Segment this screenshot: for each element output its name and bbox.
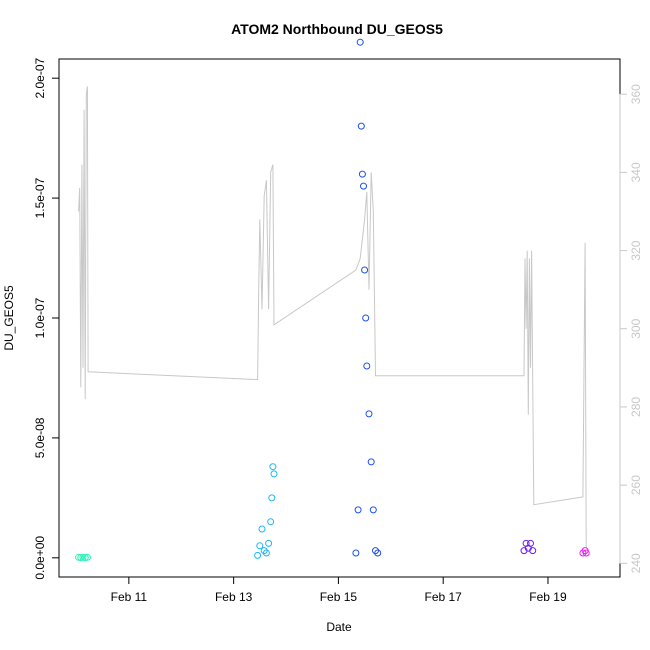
data-point [374, 549, 382, 557]
secondary-y-tick-label: 260 [629, 475, 643, 495]
data-point [258, 525, 266, 533]
y-tick-label: 0.0e+00 [33, 536, 47, 580]
data-point [372, 547, 379, 555]
data-point [254, 551, 262, 559]
secondary-y-tick-label: 300 [629, 318, 643, 338]
y-axis-label: DU_GEOS5 [2, 285, 16, 351]
data-point [265, 539, 273, 547]
y-tick-label: 5.0e-08 [33, 417, 47, 458]
x-tick-label: Feb 15 [320, 590, 358, 604]
x-tick-label: Feb 19 [529, 590, 567, 604]
points-layer [75, 38, 590, 562]
secondary-y-axis: 240 260 280 300 320 340 360 [619, 84, 643, 573]
secondary-series-line [78, 86, 587, 548]
data-point [352, 549, 360, 557]
y-axis: 0.0e+00 5.0e-08 1.0e-07 1.5e-07 2.0e-07 [33, 58, 60, 580]
data-point [582, 549, 590, 557]
chart-title: ATOM2 Northbound DU_GEOS5 [231, 21, 443, 37]
data-point [260, 547, 268, 555]
secondary-y-tick-label: 240 [629, 553, 643, 573]
plot-frame [58, 58, 621, 578]
secondary-y-tick-label: 320 [629, 240, 643, 260]
y-tick-label: 2.0e-07 [33, 58, 47, 99]
secondary-y-tick-label: 280 [629, 397, 643, 417]
data-point [269, 463, 277, 471]
data-point [367, 458, 375, 466]
data-point [361, 266, 369, 274]
data-point [579, 549, 587, 557]
secondary-y-tick-label: 340 [629, 162, 643, 182]
data-point [360, 182, 367, 190]
data-point [267, 518, 275, 526]
data-point [357, 122, 365, 130]
y-tick-label: 1.5e-07 [33, 177, 47, 218]
data-point [527, 539, 534, 547]
secondary-line-layer [78, 86, 587, 548]
data-point [268, 494, 276, 502]
data-point [354, 506, 362, 514]
x-axis-label: Date [326, 620, 352, 634]
x-tick-label: Feb 17 [425, 590, 463, 604]
x-tick-label: Feb 13 [215, 590, 253, 604]
x-tick-label: Feb 11 [111, 590, 148, 604]
data-point [369, 506, 377, 514]
data-point [270, 470, 278, 478]
data-point [529, 547, 537, 555]
x-axis: Feb 11 Feb 13 Feb 15 Feb 17 Feb 19 [111, 576, 567, 604]
data-point [363, 362, 371, 370]
data-point [358, 170, 366, 178]
y-tick-label: 1.0e-07 [33, 297, 47, 338]
data-point [262, 549, 270, 557]
data-point [83, 553, 91, 561]
data-point [365, 410, 373, 418]
data-point [362, 314, 370, 322]
data-point [256, 542, 264, 550]
data-point [356, 38, 364, 46]
secondary-y-tick-label: 360 [629, 84, 643, 104]
